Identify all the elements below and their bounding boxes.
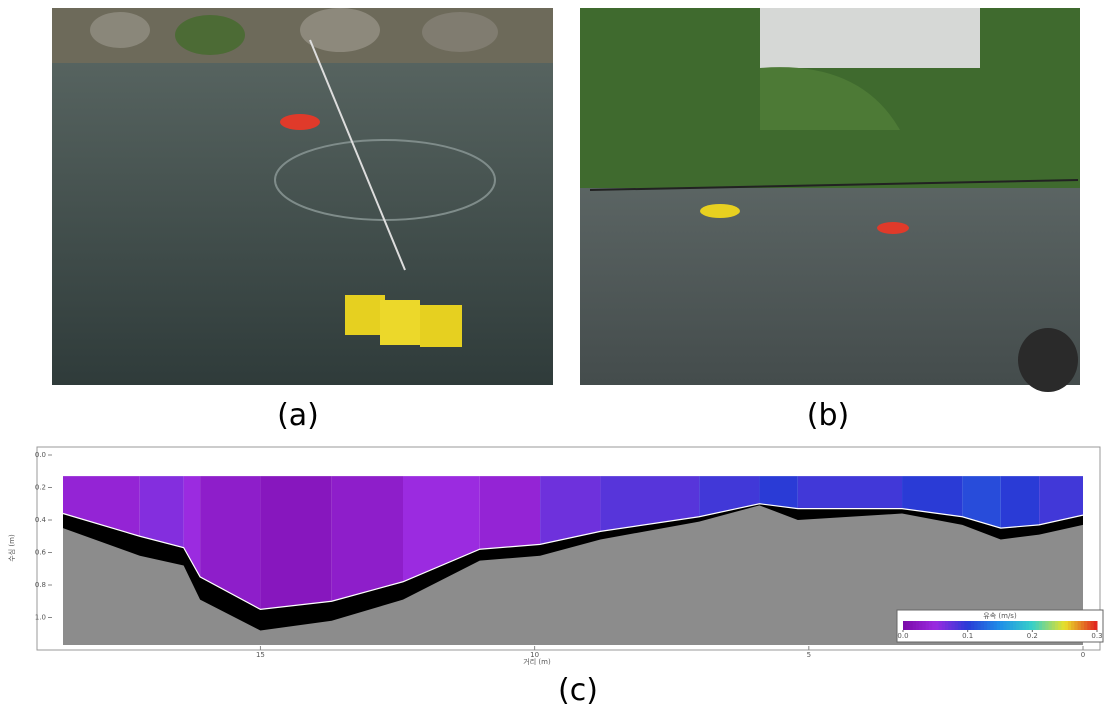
colorbar-swatch — [1003, 621, 1007, 630]
colorbar-swatch — [919, 621, 923, 630]
colorbar-swatch — [1084, 621, 1088, 630]
x-tick-label: 10 — [530, 651, 539, 659]
colorbar-swatch — [928, 621, 933, 630]
photo-a — [52, 8, 553, 385]
colorbar-swatch — [1080, 621, 1085, 630]
colorbar-swatch — [983, 621, 988, 630]
colorbar-swatch — [1038, 621, 1043, 630]
colorbar-swatch — [1054, 621, 1059, 630]
colorbar-swatch — [1058, 621, 1062, 630]
colorbar-swatch — [1016, 621, 1020, 630]
colorbar-swatch — [915, 621, 920, 630]
panel-label: (c) — [558, 673, 598, 708]
y-tick-label: 1.0 — [35, 614, 46, 622]
colorbar-swatch — [925, 621, 930, 630]
colorbar-swatch — [1042, 621, 1046, 630]
colorbar-swatch — [1009, 621, 1014, 630]
colorbar-swatch — [932, 621, 936, 630]
colorbar-swatch — [993, 621, 998, 630]
colorbar-swatch — [906, 621, 910, 630]
colorbar-swatch — [980, 621, 985, 630]
colorbar-swatch — [1074, 621, 1079, 630]
colorbar-swatch — [903, 621, 907, 630]
colorbar-swatch — [967, 621, 972, 630]
y-tick-label: 0.0 — [35, 451, 46, 459]
colorbar-swatch — [1045, 621, 1049, 630]
panel-label: (b) — [807, 398, 849, 433]
colorbar-swatch — [1064, 621, 1069, 630]
colorbar-swatch — [1000, 621, 1004, 630]
colorbar-tick-label: 0.2 — [1027, 632, 1038, 640]
colorbar-swatch — [945, 621, 949, 630]
colorbar-tick-label: 0.0 — [897, 632, 908, 640]
colorbar-title: 유속 (m/s) — [983, 612, 1017, 620]
colorbar-swatch — [1048, 621, 1053, 630]
colorbar-swatch — [974, 621, 978, 630]
colorbar-swatch — [938, 621, 943, 630]
colorbar-swatch — [1077, 621, 1082, 630]
x-tick-label: 5 — [807, 651, 811, 659]
measured-line — [62, 503, 1084, 610]
colorbar-swatch — [922, 621, 927, 630]
chart: 0.0 0.2 0.4 0.6 0.8 1.0 15 10 5 0 거리 (m) 수심 (m) 유속 (… — [7, 451, 1104, 666]
colorbar-swatch — [935, 621, 940, 630]
colorbar-swatch — [912, 621, 917, 630]
x-axis-label: 거리 (m) — [523, 657, 551, 666]
y-axis-label: 수심 (m) — [7, 534, 16, 562]
colorbar-swatch — [1012, 621, 1017, 630]
colorbar-swatch — [964, 621, 969, 630]
colorbar-swatch — [1087, 621, 1092, 630]
colorbar-swatch — [1025, 621, 1030, 630]
colorbar-swatch — [970, 621, 975, 630]
colorbar-swatch — [1067, 621, 1072, 630]
colorbar-swatch — [1022, 621, 1027, 630]
colorbar-swatch — [987, 621, 991, 630]
colorbar-swatch — [1051, 621, 1056, 630]
colorbar-swatch — [1093, 621, 1098, 630]
colorbar-swatch — [1061, 621, 1066, 630]
colorbar-swatch — [954, 621, 959, 630]
colorbar-tick-label: 0.3 — [1091, 632, 1102, 640]
colorbar-swatch — [957, 621, 962, 630]
y-tick-label: 0.8 — [35, 581, 46, 589]
colorbar-swatch — [1006, 621, 1011, 630]
colorbar-swatch — [977, 621, 982, 630]
colorbar-swatch — [996, 621, 1001, 630]
photo-b — [580, 8, 1080, 392]
colorbar-swatch — [1035, 621, 1040, 630]
y-tick-label: 0.4 — [35, 516, 47, 524]
colorbar-swatch — [961, 621, 965, 630]
colorbar-swatch — [941, 621, 946, 630]
bed-area — [63, 505, 1083, 645]
colorbar-tick-label: 0.1 — [962, 632, 973, 640]
x-tick-label: 0 — [1081, 651, 1085, 659]
colorbar-swatch — [1019, 621, 1024, 630]
y-tick-label: 0.2 — [35, 484, 46, 492]
colorbar-swatch — [1029, 621, 1033, 630]
colorbar-swatch — [1032, 621, 1037, 630]
colorbar-swatch — [990, 621, 995, 630]
x-tick-label: 15 — [256, 651, 265, 659]
y-tick-label: 0.6 — [35, 549, 47, 557]
colorbar-swatch — [1090, 621, 1095, 630]
colorbar-swatch — [909, 621, 914, 630]
colorbar-swatch — [951, 621, 956, 630]
colorbar-swatch — [948, 621, 952, 630]
colorbar-swatch — [1071, 621, 1075, 630]
panel-label: (a) — [277, 398, 319, 433]
